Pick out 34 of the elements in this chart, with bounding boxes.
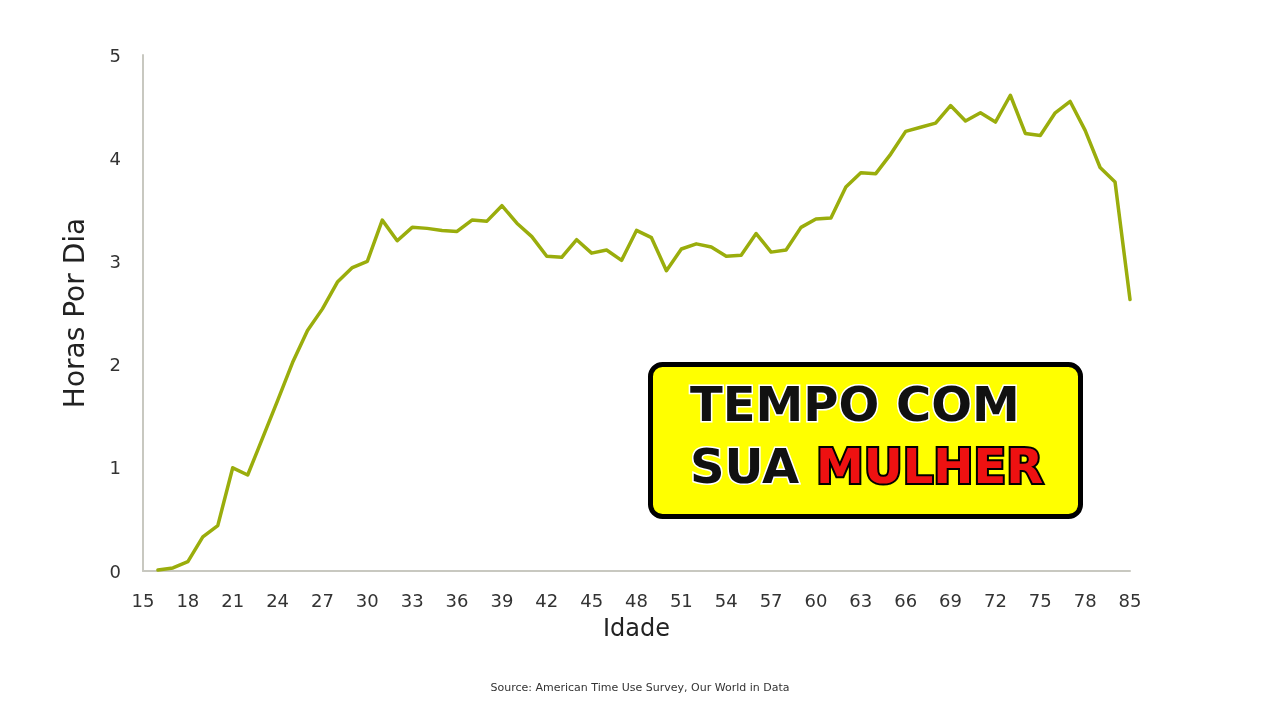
x-axis-title: Idade bbox=[602, 614, 671, 642]
x-tick-label: 24 bbox=[266, 589, 290, 611]
x-tick-label: 72 bbox=[983, 589, 1007, 611]
source-note: Source: American Time Use Survey, Our World in Data bbox=[490, 681, 790, 694]
x-tick-label: 85 bbox=[1118, 589, 1142, 611]
x-tick-label: 39 bbox=[490, 589, 514, 611]
y-tick-label: 5 bbox=[109, 44, 121, 66]
x-tick-label: 69 bbox=[939, 589, 962, 611]
x-tick-label: 27 bbox=[311, 589, 334, 611]
x-tick-label: 42 bbox=[535, 589, 559, 611]
y-tick-label: 4 bbox=[109, 147, 121, 169]
x-tick-label: 36 bbox=[445, 589, 469, 611]
y-tick-label: 0 bbox=[109, 560, 121, 582]
x-tick-label: 63 bbox=[849, 589, 873, 611]
annotation: TEMPO COM SUA MULHER bbox=[690, 376, 1044, 494]
line-series bbox=[156, 93, 1132, 572]
x-tick-label: 66 bbox=[894, 589, 918, 611]
y-tick-label: 3 bbox=[109, 250, 121, 272]
y-tick-label: 2 bbox=[109, 354, 121, 376]
x-tick-label: 33 bbox=[400, 589, 424, 611]
x-tick-label: 18 bbox=[176, 589, 200, 611]
x-tick-label: 57 bbox=[759, 589, 783, 611]
y-axis-title: Horas Por Dia bbox=[57, 217, 91, 409]
x-tick-label: 51 bbox=[669, 589, 693, 611]
x-tick-label: 15 bbox=[131, 589, 155, 611]
x-tick-label: 48 bbox=[625, 589, 648, 611]
y-tick-label: 1 bbox=[109, 457, 121, 479]
x-tick-label: 21 bbox=[221, 589, 245, 611]
x-tick-label: 45 bbox=[580, 589, 604, 611]
x-tick-label: 78 bbox=[1073, 589, 1097, 611]
x-tick-label: 75 bbox=[1028, 589, 1052, 611]
x-tick-label: 54 bbox=[714, 589, 738, 611]
x-tick-label: 30 bbox=[355, 589, 379, 611]
x-tick-label: 60 bbox=[804, 589, 828, 611]
